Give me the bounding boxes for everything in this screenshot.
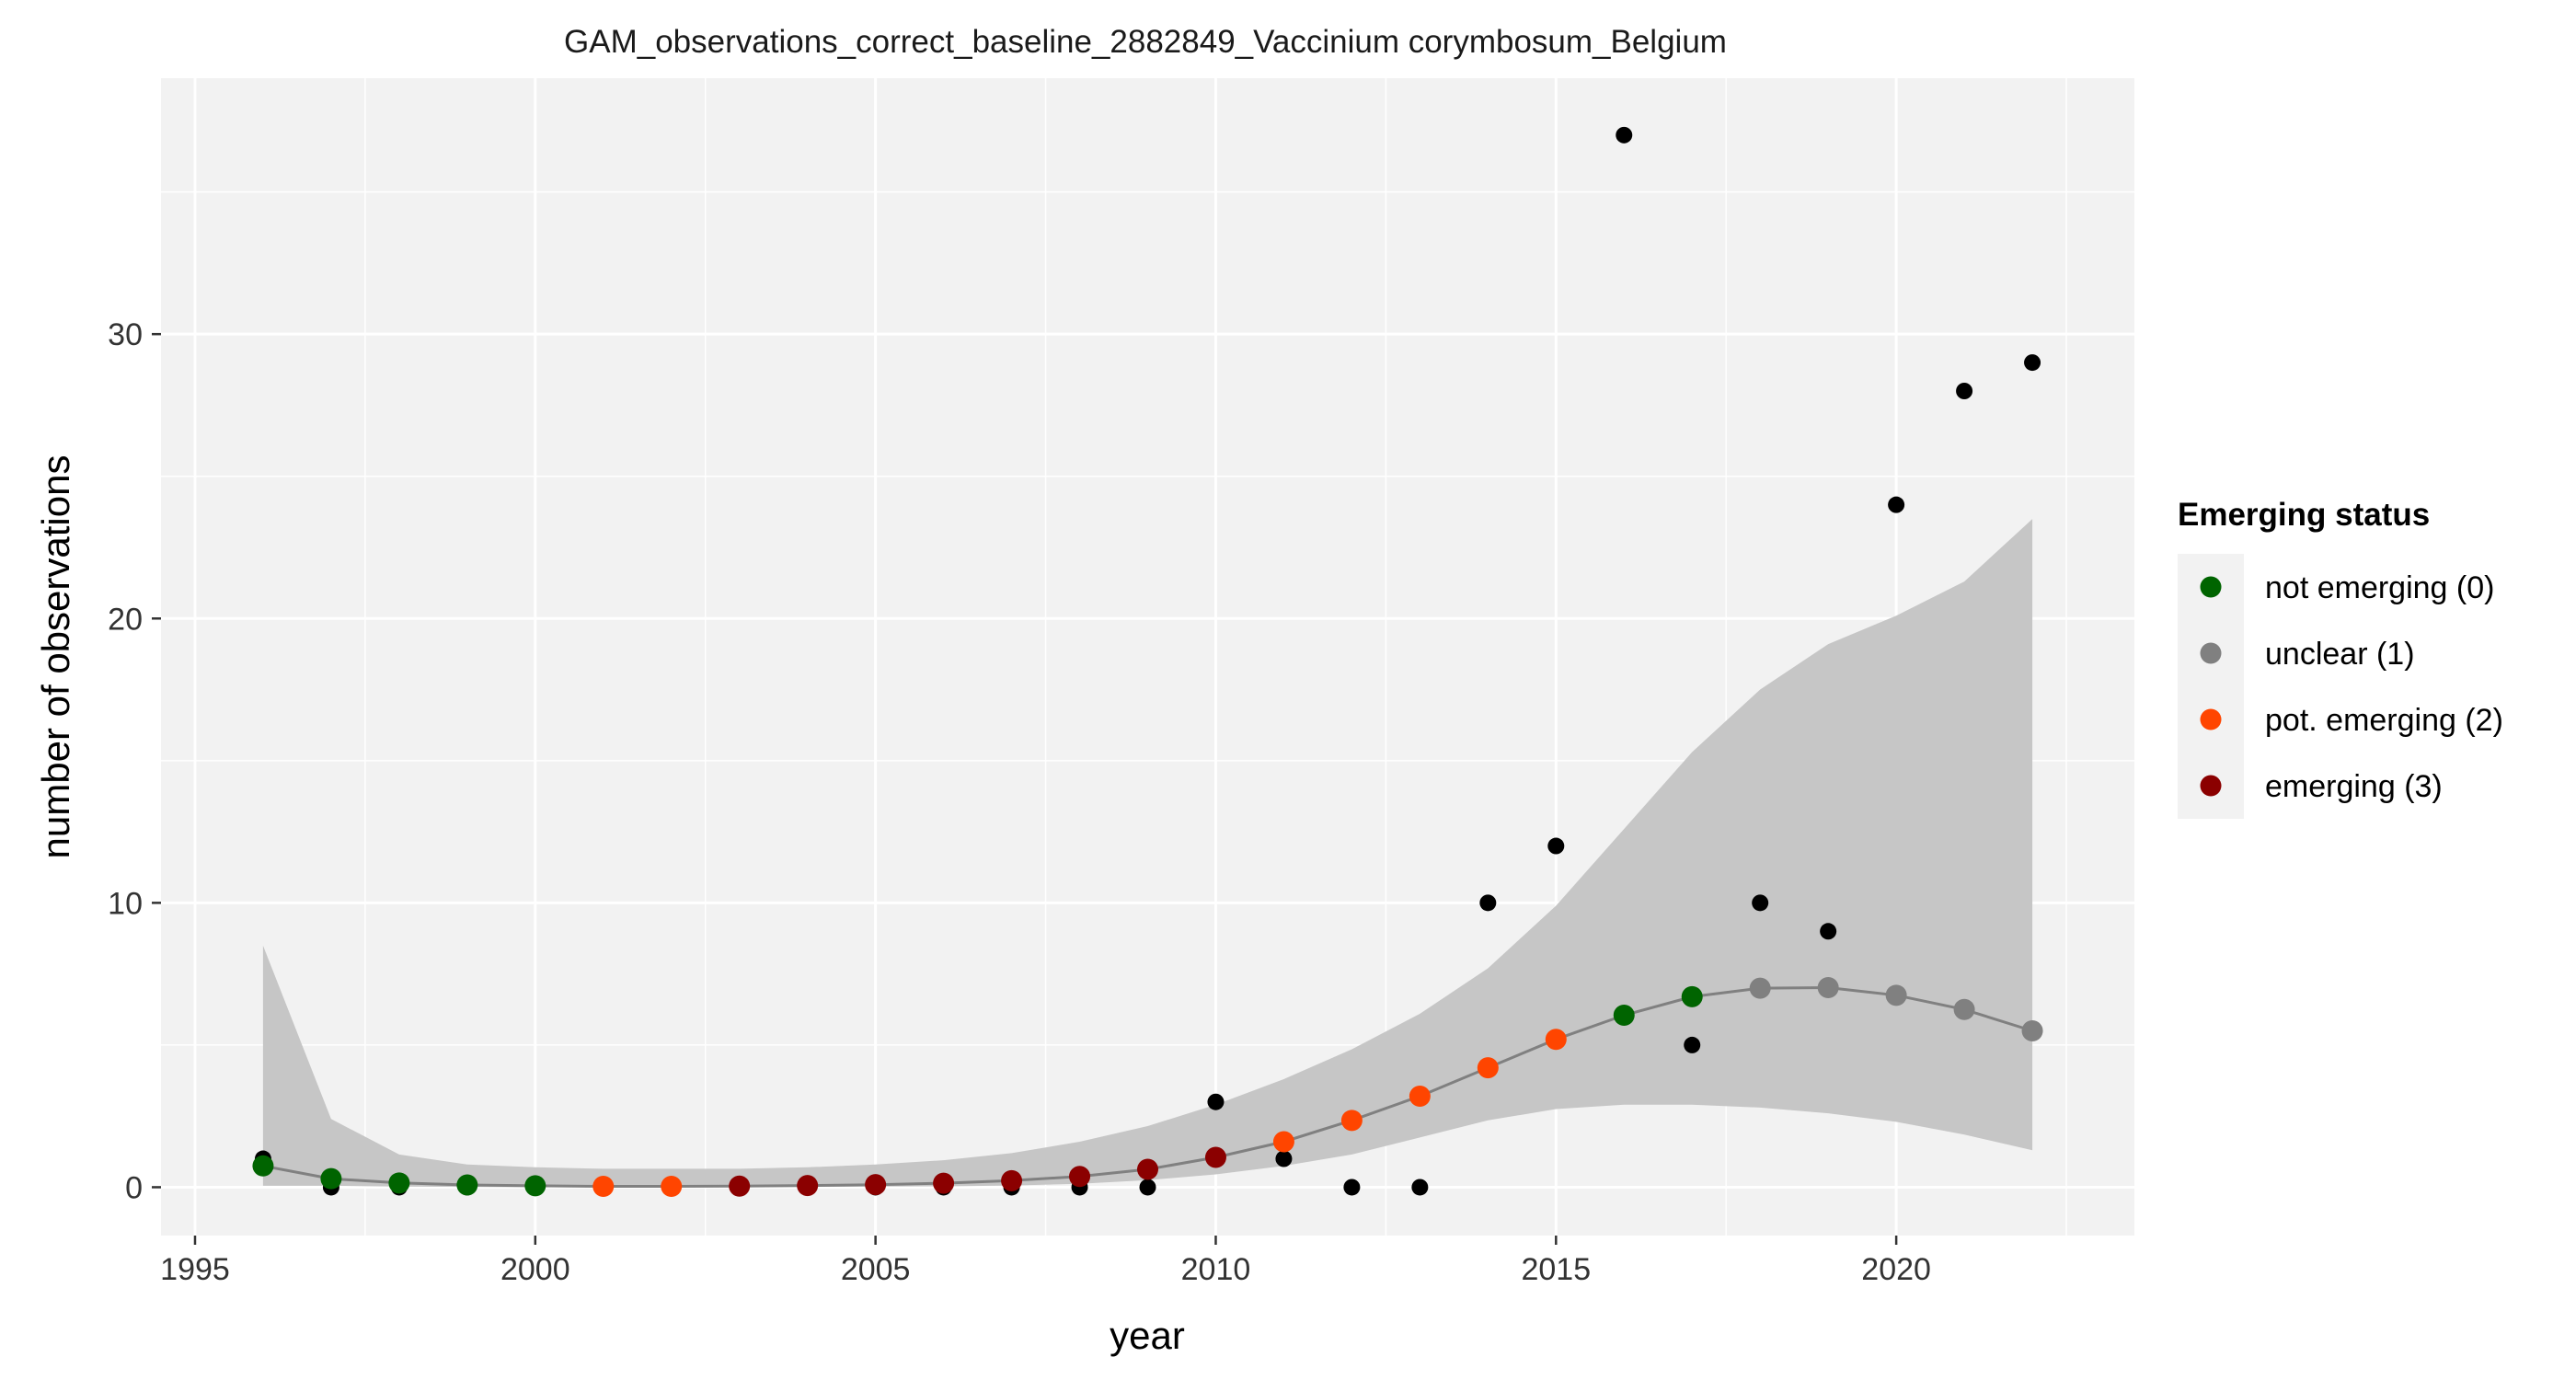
x-axis: 1995 2000 2005 2010 2015 2020 xyxy=(160,1236,1931,1287)
fitted-point xyxy=(865,1174,887,1196)
x-tick-label: 1995 xyxy=(160,1252,230,1287)
confidence-ribbon xyxy=(262,519,2033,1188)
fitted-point xyxy=(1817,976,1839,998)
x-axis-title: year xyxy=(1110,1314,1185,1357)
observed-point xyxy=(2024,354,2041,372)
fitted-point xyxy=(1545,1029,1567,1051)
legend-title: Emerging status xyxy=(2178,497,2430,533)
fitted-point xyxy=(1613,1004,1635,1026)
observed-point xyxy=(1139,1179,1156,1196)
fitted-point xyxy=(1340,1110,1363,1132)
observed-point xyxy=(1411,1179,1429,1196)
x-tick-label: 2015 xyxy=(1521,1252,1591,1287)
legend-label-1: unclear (1) xyxy=(2265,637,2415,672)
legend-key-0 xyxy=(2200,576,2222,598)
fitted-point xyxy=(1069,1166,1091,1188)
fitted-point xyxy=(1137,1158,1158,1180)
observed-point xyxy=(1820,923,1837,940)
fitted-points-layer xyxy=(252,976,2043,1198)
fitted-point xyxy=(1001,1169,1023,1191)
observed-point xyxy=(1547,837,1565,855)
y-tick-label: 30 xyxy=(108,317,143,352)
x-tick-label: 2010 xyxy=(1181,1252,1251,1287)
legend-key-1 xyxy=(2200,642,2222,664)
y-axis: 0 10 20 30 xyxy=(108,317,161,1205)
observed-point xyxy=(1343,1179,1361,1196)
fitted-point xyxy=(1409,1086,1431,1108)
fitted-point xyxy=(797,1175,819,1197)
chart-title: GAM_observations_correct_baseline_288284… xyxy=(564,24,1727,60)
fitted-point xyxy=(1681,985,1703,1007)
observed-point xyxy=(1956,383,1973,399)
fitted-point xyxy=(2021,1019,2043,1041)
fitted-point xyxy=(729,1175,751,1197)
x-tick-label: 2020 xyxy=(1861,1252,1931,1287)
y-tick-label: 10 xyxy=(108,886,143,921)
observed-point xyxy=(1888,496,1905,513)
fitted-point xyxy=(1204,1146,1226,1168)
observed-point xyxy=(1752,894,1769,912)
fitted-point xyxy=(1953,998,1975,1020)
y-tick-label: 20 xyxy=(108,602,143,637)
grid-lines xyxy=(161,78,2134,1236)
fitted-point xyxy=(456,1174,478,1196)
observed-point xyxy=(1275,1150,1293,1167)
observed-point xyxy=(1684,1036,1701,1053)
x-tick-label: 2005 xyxy=(841,1252,911,1287)
observed-point xyxy=(1616,126,1633,144)
fitted-point xyxy=(524,1175,546,1197)
x-tick-label: 2000 xyxy=(500,1252,570,1287)
fitted-point xyxy=(252,1155,274,1177)
legend-key-background xyxy=(2178,554,2244,819)
fitted-point xyxy=(661,1176,683,1198)
observed-point xyxy=(1479,894,1497,912)
legend: Emerging status not emerging (0) unclear … xyxy=(2178,497,2503,819)
legend-label-3: emerging (3) xyxy=(2265,769,2443,804)
legend-items: not emerging (0) unclear (1) pot. emerging… xyxy=(2200,570,2503,804)
fitted-point xyxy=(933,1172,955,1194)
fitted-point xyxy=(1477,1057,1499,1079)
y-tick-label: 0 xyxy=(125,1170,143,1205)
legend-label-0: not emerging (0) xyxy=(2265,570,2494,605)
fitted-point xyxy=(388,1172,410,1194)
y-axis-title: number of observations xyxy=(34,455,77,859)
legend-key-3 xyxy=(2200,775,2222,797)
fitted-point xyxy=(1885,984,1907,1006)
fitted-point xyxy=(1749,977,1771,999)
fitted-point xyxy=(320,1167,342,1190)
legend-label-2: pot. emerging (2) xyxy=(2265,703,2503,738)
fitted-point xyxy=(592,1176,615,1198)
legend-key-2 xyxy=(2200,708,2222,730)
observed-point xyxy=(1207,1093,1225,1110)
fitted-point xyxy=(1272,1131,1294,1153)
confidence-ribbon-layer xyxy=(262,519,2033,1188)
